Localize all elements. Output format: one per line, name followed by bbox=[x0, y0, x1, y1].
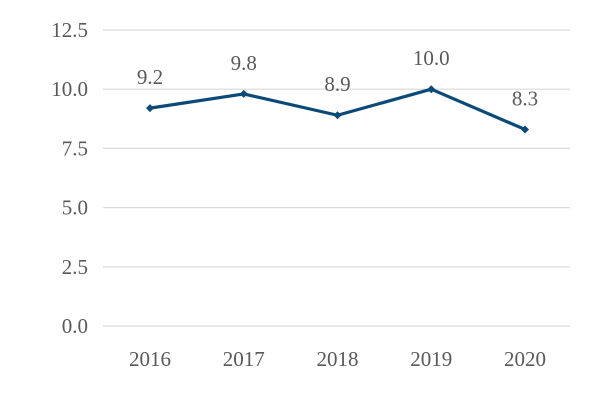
data-point-marker bbox=[427, 85, 436, 94]
gridlines bbox=[103, 29, 570, 327]
data-point-marker bbox=[333, 111, 342, 120]
y-axis-tick-labels: 0.0 2.5 5.0 7.5 10.0 12.5 bbox=[51, 18, 88, 338]
data-label: 8.3 bbox=[512, 86, 538, 110]
x-tick-label: 2017 bbox=[223, 347, 265, 371]
y-tick-label: 7.5 bbox=[62, 136, 88, 160]
data-label: 9.8 bbox=[231, 51, 257, 75]
y-tick-label: 0.0 bbox=[62, 314, 88, 338]
x-tick-label: 2020 bbox=[504, 347, 546, 371]
data-label: 8.9 bbox=[324, 72, 350, 96]
y-tick-label: 5.0 bbox=[62, 196, 88, 220]
data-point-marker bbox=[239, 89, 248, 98]
series-layer bbox=[146, 85, 529, 134]
data-point-marker bbox=[521, 125, 529, 134]
x-axis-tick-labels: 2016 2017 2018 2019 2020 bbox=[129, 347, 546, 371]
data-label: 10.0 bbox=[413, 46, 450, 70]
x-tick-label: 2019 bbox=[410, 347, 452, 371]
data-labels: 9.2 9.8 8.9 10.0 8.3 bbox=[137, 46, 538, 110]
data-point-marker bbox=[146, 104, 154, 113]
y-tick-label: 12.5 bbox=[51, 18, 88, 42]
x-tick-label: 2016 bbox=[129, 347, 171, 371]
y-tick-label: 10.0 bbox=[51, 77, 88, 101]
data-label: 9.2 bbox=[137, 65, 163, 89]
x-tick-label: 2018 bbox=[317, 347, 359, 371]
y-tick-label: 2.5 bbox=[62, 255, 88, 279]
